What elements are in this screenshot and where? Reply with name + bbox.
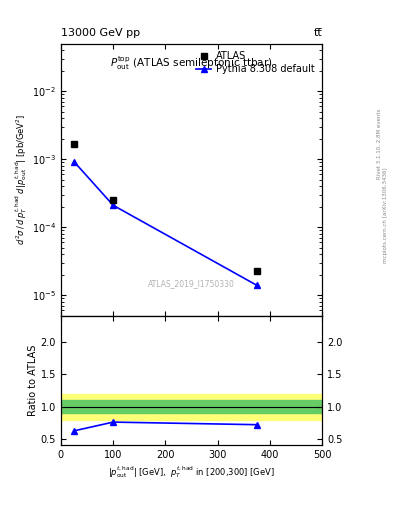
Text: tt̅: tt̅	[314, 28, 322, 38]
Y-axis label: Ratio to ATLAS: Ratio to ATLAS	[28, 345, 38, 416]
Line: ATLAS: ATLAS	[71, 141, 260, 274]
Text: $P^{\mathrm{top}}_{\mathrm{out}}$ (ATLAS semileptonic ttbar): $P^{\mathrm{top}}_{\mathrm{out}}$ (ATLAS…	[110, 54, 273, 72]
ATLAS	[255, 268, 259, 274]
Text: mcplots.cern.ch [arXiv:1306.3436]: mcplots.cern.ch [arXiv:1306.3436]	[384, 167, 388, 263]
Text: 13000 GeV pp: 13000 GeV pp	[61, 28, 140, 38]
Pythia 8.308 default	[255, 282, 259, 288]
Line: Pythia 8.308 default: Pythia 8.308 default	[70, 158, 261, 289]
X-axis label: $|p^{t,\mathrm{had}}_{\mathrm{out}}|$ [GeV],  $p^{t,\mathrm{had}}_{T}$ in [200,3: $|p^{t,\mathrm{had}}_{\mathrm{out}}|$ [G…	[108, 464, 275, 480]
Bar	[61, 400, 322, 413]
Text: ATLAS_2019_I1750330: ATLAS_2019_I1750330	[148, 280, 235, 289]
Pythia 8.308 default	[72, 159, 76, 165]
Bar	[61, 394, 322, 419]
Pythia 8.308 default	[111, 202, 116, 208]
Legend: ATLAS, Pythia 8.308 default: ATLAS, Pythia 8.308 default	[193, 48, 318, 77]
ATLAS	[72, 141, 76, 147]
Y-axis label: $d^2\sigma\,/\,d\,p^{t,\mathrm{had}}_{T}\,d\,|p^{t,\mathrm{had}}_{\mathrm{out}}|: $d^2\sigma\,/\,d\,p^{t,\mathrm{had}}_{T}…	[13, 114, 29, 245]
ATLAS	[111, 197, 116, 203]
Text: Rivet 3.1.10, 2.8M events: Rivet 3.1.10, 2.8M events	[377, 108, 382, 179]
